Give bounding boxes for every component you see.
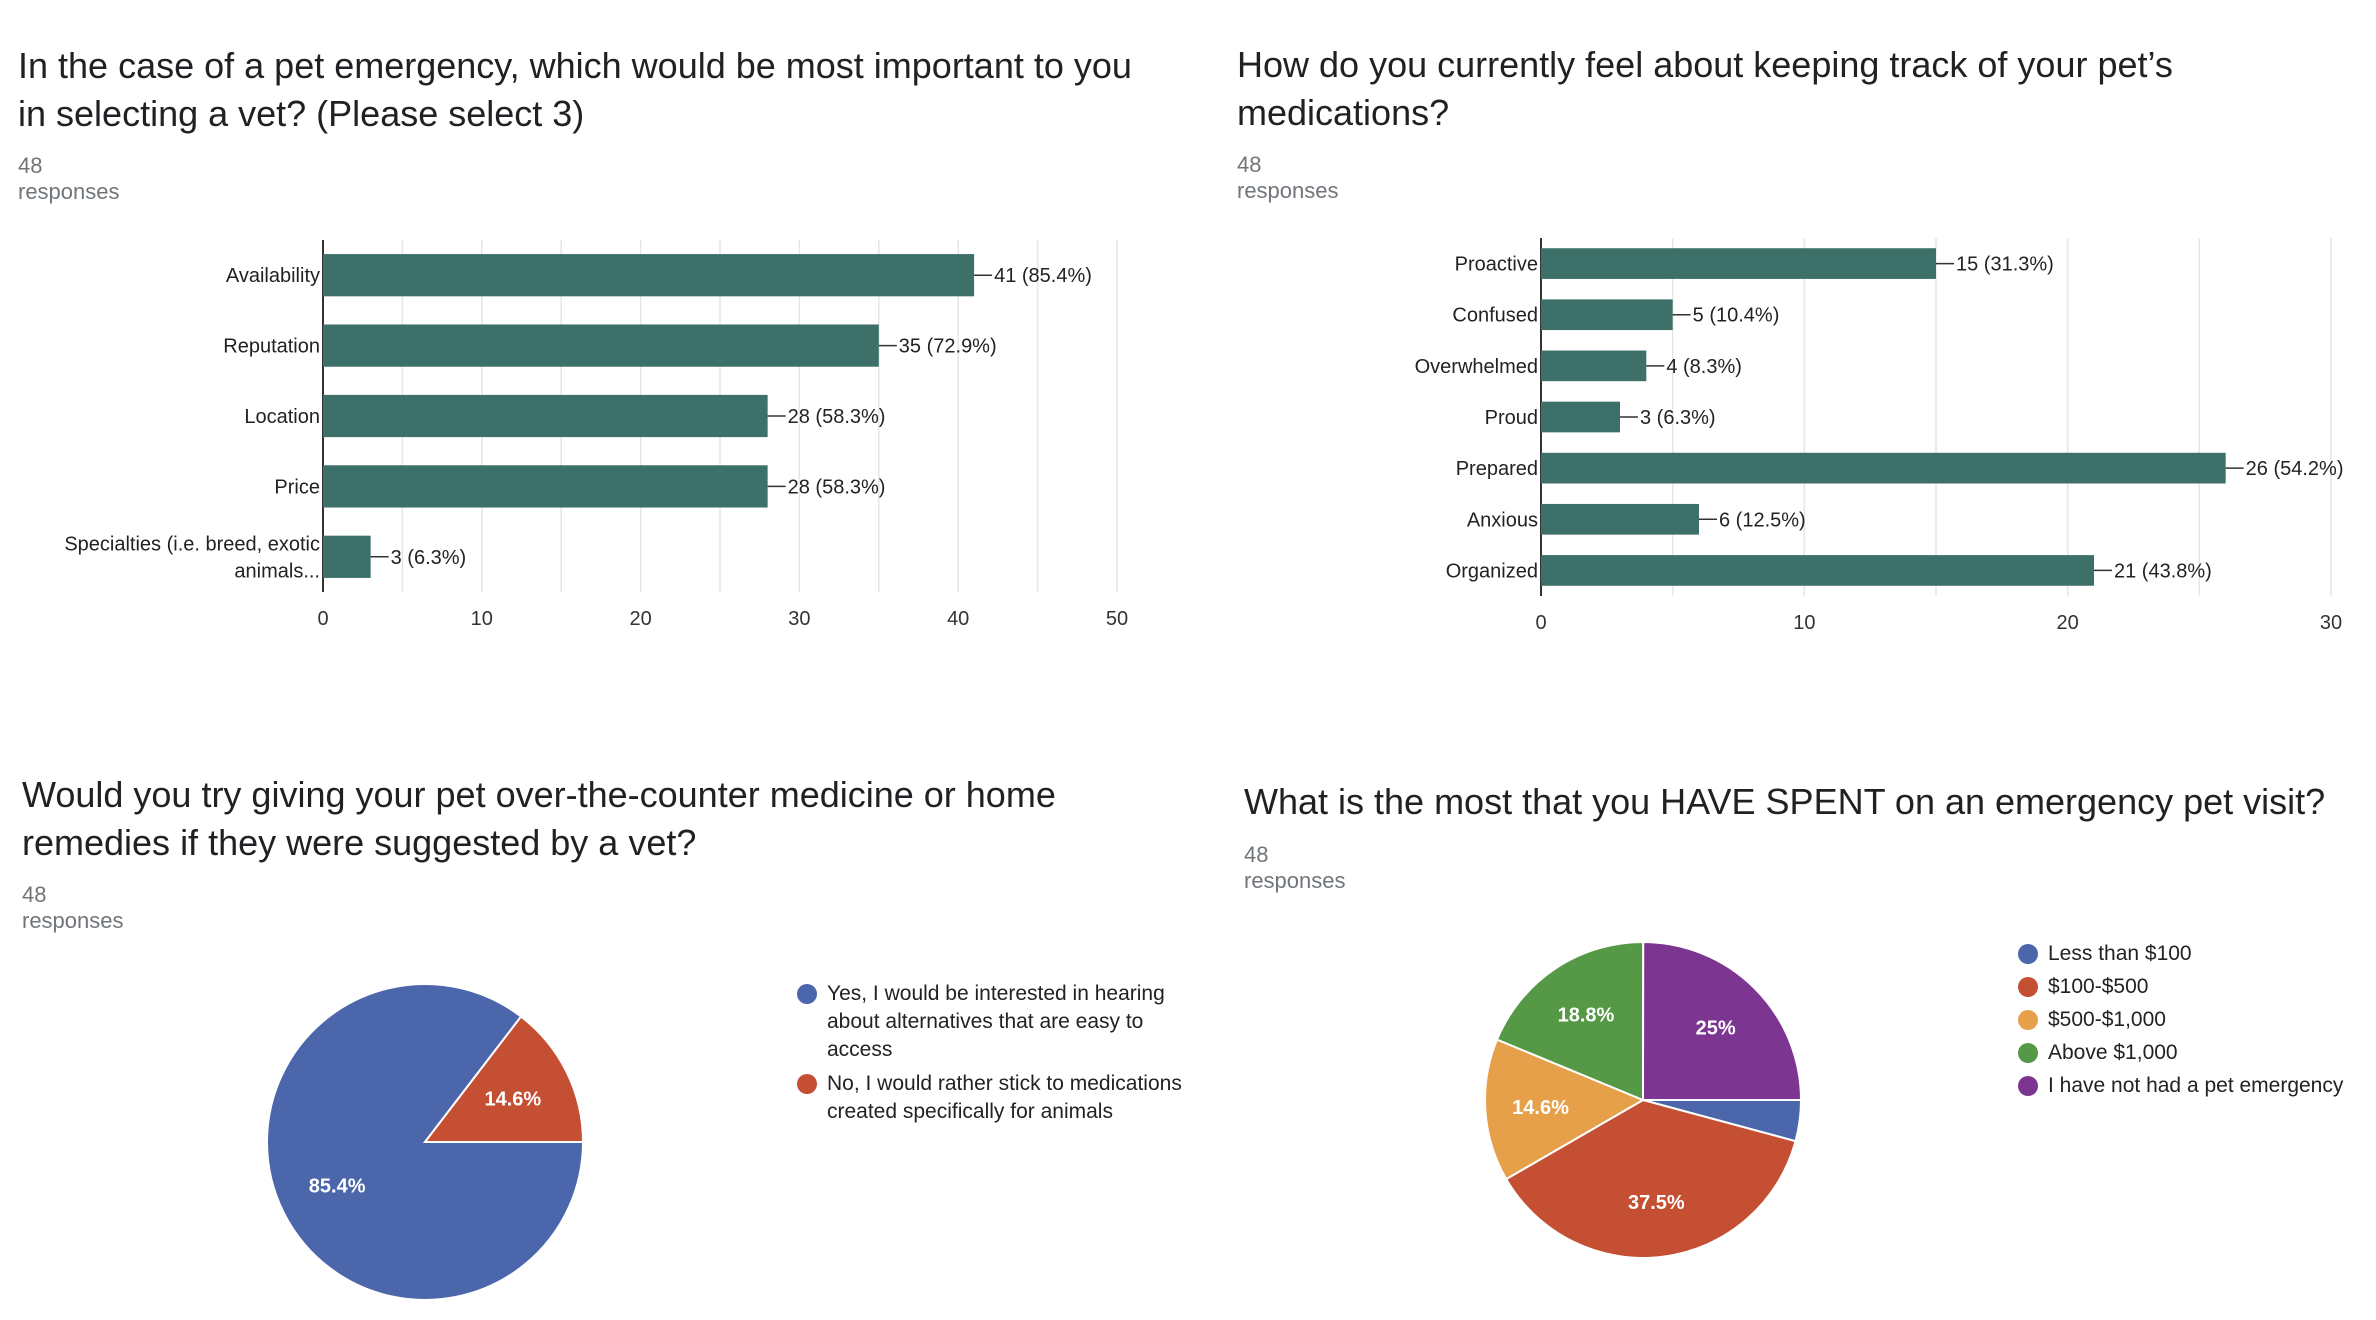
legend-label: No, I would rather stick to medications …	[827, 1072, 1182, 1123]
slice-label: 37.5%	[1628, 1192, 1685, 1214]
data-label: 21 (43.8%)	[2114, 560, 2212, 582]
category-label: Organized	[1446, 560, 1538, 582]
legend-item: Yes, I would be interested in hearing ab…	[797, 980, 1197, 1064]
bar	[323, 394, 768, 438]
slice-label: 18.8%	[1558, 1005, 1615, 1027]
data-label: 28 (58.3%)	[788, 476, 886, 498]
slice-label: 25%	[1696, 1017, 1736, 1039]
x-tick-label: 50	[1106, 608, 1128, 630]
category-label: Price	[274, 476, 320, 498]
slice-label: 85.4%	[309, 1175, 366, 1197]
data-label: 4 (8.3%)	[1666, 356, 1742, 378]
bar	[323, 535, 371, 578]
bar	[323, 465, 768, 508]
data-label: 3 (6.3%)	[391, 547, 467, 569]
legend-label: Above $1,000	[2048, 1041, 2178, 1064]
category-label: Reputation	[223, 336, 320, 358]
category-label: Availability	[226, 265, 320, 287]
legend: Less than $100 $100-$500 $500-$1,000 Abo…	[2018, 940, 2368, 1105]
bar	[323, 254, 975, 297]
category-label: Anxious	[1467, 509, 1538, 531]
legend-swatch	[2018, 944, 2038, 964]
response-count: 48 responses	[22, 882, 124, 933]
legend-item: $100-$500	[2018, 973, 2368, 1001]
category-label: Overwhelmed	[1415, 356, 1538, 378]
data-label: 5 (10.4%)	[1693, 305, 1780, 327]
x-tick-label: 40	[947, 608, 969, 630]
legend-label: $100-$500	[2048, 975, 2149, 998]
bar	[1541, 350, 1647, 382]
data-label: 3 (6.3%)	[1640, 407, 1716, 429]
legend-item: Above $1,000	[2018, 1039, 2368, 1067]
bar	[1541, 248, 1936, 279]
x-tick-label: 30	[788, 608, 810, 630]
legend-item: Less than $100	[2018, 940, 2368, 968]
category-label: Specialties (i.e. breed, exotic	[64, 533, 320, 555]
legend-label: Yes, I would be interested in hearing ab…	[827, 982, 1165, 1061]
legend-item: I have not had a pet emergency	[2018, 1072, 2368, 1100]
x-tick-label: 10	[1793, 612, 1815, 634]
category-label: Prepared	[1456, 458, 1538, 480]
chart-title: How do you currently feel about keeping …	[1237, 44, 2173, 133]
legend-item: No, I would rather stick to medications …	[797, 1070, 1197, 1126]
chart-title: What is the most that you HAVE SPENT on …	[1244, 781, 2326, 822]
response-count: 48 responses	[1244, 842, 1346, 893]
data-label: 28 (58.3%)	[788, 406, 886, 428]
legend-swatch	[2018, 1043, 2038, 1063]
category-label: Proud	[1485, 407, 1538, 429]
legend-swatch	[2018, 977, 2038, 997]
x-tick-label: 0	[317, 608, 328, 630]
x-tick-label: 0	[1535, 612, 1546, 634]
x-tick-label: 20	[2057, 612, 2079, 634]
chart-title: In the case of a pet emergency, which wo…	[18, 45, 1132, 134]
category-label: Confused	[1452, 305, 1538, 327]
data-label: 35 (72.9%)	[899, 336, 997, 358]
category-label: Proactive	[1455, 254, 1538, 276]
legend-label: I have not had a pet emergency	[2048, 1074, 2344, 1097]
slice-label: 14.6%	[484, 1089, 541, 1111]
response-count: 48 responses	[1237, 152, 1339, 203]
legend-swatch	[797, 1074, 817, 1094]
legend-swatch	[797, 984, 817, 1004]
legend: Yes, I would be interested in hearing ab…	[797, 980, 1197, 1132]
data-label: 15 (31.3%)	[1956, 254, 2054, 276]
pie-slice	[422, 1015, 585, 1143]
pie-slice	[1504, 1098, 1797, 1259]
legend-swatch	[2018, 1010, 2038, 1030]
category-label: animals...	[234, 560, 320, 582]
bar	[1541, 503, 1699, 535]
x-tick-label: 30	[2320, 612, 2342, 634]
legend-swatch	[2018, 1076, 2038, 1096]
slice-label: 14.6%	[1512, 1097, 1569, 1119]
data-label: 6 (12.5%)	[1719, 509, 1806, 531]
bar	[1541, 452, 2226, 484]
pie-slice	[1483, 1038, 1646, 1181]
x-tick-label: 10	[471, 608, 493, 630]
data-label: 26 (54.2%)	[2246, 458, 2344, 480]
pie-slice	[266, 983, 585, 1301]
bar	[323, 324, 879, 367]
category-label: Location	[244, 406, 320, 428]
bar	[1541, 555, 2094, 586]
pie-slice	[1641, 940, 1803, 1101]
legend-label: Less than $100	[2048, 942, 2192, 965]
data-label: 41 (85.4%)	[994, 265, 1092, 287]
x-tick-label: 20	[629, 608, 651, 630]
legend-label: $500-$1,000	[2048, 1008, 2166, 1031]
bar	[1541, 299, 1673, 331]
bar	[1541, 401, 1620, 433]
pie-slice	[1495, 940, 1645, 1102]
response-count: 48 responses	[18, 153, 120, 204]
legend-item: $500-$1,000	[2018, 1006, 2368, 1034]
chart-title: Would you try giving your pet over-the-c…	[22, 774, 1056, 863]
